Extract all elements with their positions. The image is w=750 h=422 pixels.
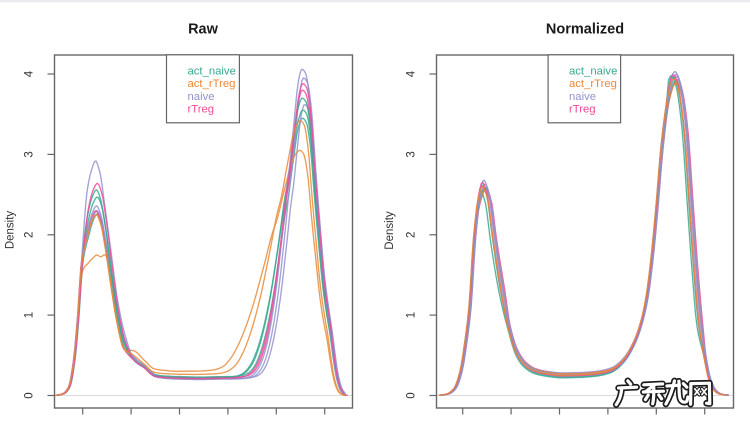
svg-text:4: 4 xyxy=(406,70,418,77)
svg-text:0: 0 xyxy=(24,392,36,398)
svg-text:0: 0 xyxy=(406,392,418,398)
svg-text:1: 1 xyxy=(24,312,36,318)
svg-text:naive: naive xyxy=(569,91,596,103)
svg-text:3: 3 xyxy=(24,151,36,157)
svg-text:4: 4 xyxy=(24,70,36,77)
svg-text:3: 3 xyxy=(406,151,418,157)
svg-text:rTreg: rTreg xyxy=(188,104,215,116)
svg-text:naive: naive xyxy=(188,91,215,103)
svg-text:Normalized: Normalized xyxy=(546,22,624,38)
svg-text:Density: Density xyxy=(384,211,396,250)
svg-text:2: 2 xyxy=(406,232,418,238)
svg-text:rTreg: rTreg xyxy=(569,104,596,116)
svg-text:2: 2 xyxy=(24,232,36,238)
svg-text:act_naive: act_naive xyxy=(569,65,617,77)
svg-text:act_naive: act_naive xyxy=(188,65,236,77)
svg-text:Raw: Raw xyxy=(188,22,219,38)
svg-text:Density: Density xyxy=(5,211,17,250)
svg-text:act_rTreg: act_rTreg xyxy=(188,78,236,90)
svg-text:1: 1 xyxy=(406,312,418,318)
svg-text:act_rTreg: act_rTreg xyxy=(569,78,617,90)
